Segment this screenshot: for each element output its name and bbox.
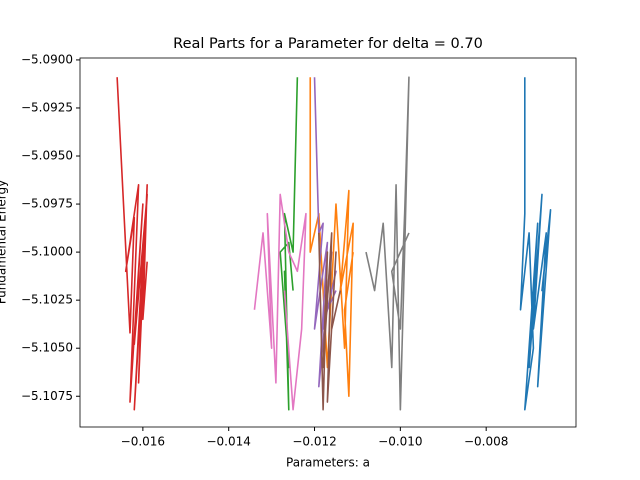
series-line: [318, 232, 342, 411]
series-line: [279, 77, 299, 411]
y-tick-label: −5.1050: [21, 341, 73, 355]
y-tick-label: −5.1025: [21, 293, 73, 307]
x-axis-label: Parameters: a: [286, 456, 370, 470]
y-tick-label: −5.0975: [21, 197, 73, 211]
x-tick-label: −0.008: [464, 435, 508, 449]
series-line: [519, 77, 552, 411]
y-tick-label: −5.0950: [21, 149, 73, 163]
y-axis-label: Fundamental Energy: [0, 180, 9, 304]
y-tick-label: −5.1000: [21, 245, 73, 259]
x-tick-label: −0.010: [378, 435, 422, 449]
chart-title: Real Parts for a Parameter for delta = 0…: [173, 36, 483, 52]
series-line: [253, 193, 307, 411]
x-tick-label: −0.014: [206, 435, 250, 449]
series-line: [313, 77, 337, 388]
series-line: [116, 77, 148, 411]
plot-frame: [79, 57, 577, 428]
x-tick-label: −0.016: [121, 435, 165, 449]
x-tick-label: −0.012: [292, 435, 336, 449]
series-line: [309, 77, 354, 398]
y-tick-label: −5.0900: [21, 52, 73, 66]
series-line: [365, 76, 410, 411]
y-tick-label: −5.1075: [21, 389, 73, 403]
y-tick-label: −5.0925: [21, 100, 73, 114]
